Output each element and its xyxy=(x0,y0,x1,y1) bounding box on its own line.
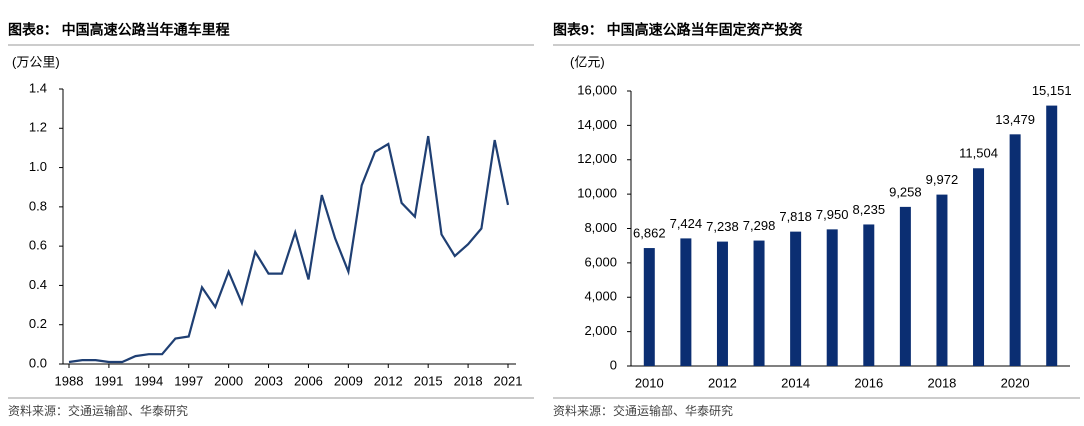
y-tick-label: 0.8 xyxy=(29,198,47,213)
bar xyxy=(643,248,655,366)
x-tick-label: 1994 xyxy=(134,373,163,388)
x-tick-label: 2015 xyxy=(414,373,443,388)
value-label: 13,479 xyxy=(995,112,1035,127)
y-tick-label: 1.2 xyxy=(29,120,47,135)
x-tick-label: 2018 xyxy=(454,373,483,388)
bar xyxy=(716,241,728,366)
bar xyxy=(863,224,875,366)
bar xyxy=(899,206,911,366)
value-label: 6,862 xyxy=(633,225,666,240)
source: 资料来源：交通运输部、华泰研究 xyxy=(553,403,733,418)
bar xyxy=(936,194,948,366)
chart-title: 图表9： 中国高速公路当年固定资产投资 xyxy=(553,22,803,38)
value-label: 11,504 xyxy=(959,146,998,161)
bar xyxy=(680,238,692,366)
bar xyxy=(790,231,802,366)
x-tick-label: 1991 xyxy=(94,373,123,388)
bar xyxy=(1009,134,1021,366)
value-label: 7,818 xyxy=(779,209,812,224)
y-axis-label: (万公里) xyxy=(12,54,60,69)
x-tick-label: 2018 xyxy=(927,375,956,390)
x-tick-label: 2000 xyxy=(214,373,243,388)
value-label: 7,298 xyxy=(743,218,776,233)
source: 资料来源：交通运输部、华泰研究 xyxy=(8,403,188,418)
value-label: 15,151 xyxy=(1032,83,1072,98)
x-tick-label: 2010 xyxy=(635,375,664,390)
y-tick-label: 1.4 xyxy=(29,80,47,95)
bar xyxy=(753,240,765,366)
y-tick-label: 0.6 xyxy=(29,238,47,253)
y-tick-label: 0 xyxy=(610,357,617,372)
y-tick-label: 14,000 xyxy=(577,117,617,132)
x-tick-label: 1997 xyxy=(174,373,203,388)
y-tick-label: 1.0 xyxy=(29,159,47,174)
y-tick-label: 2,000 xyxy=(584,323,617,338)
bar xyxy=(1046,105,1058,366)
x-tick-label: 2012 xyxy=(374,373,403,388)
value-label: 9,258 xyxy=(889,184,922,199)
y-axis-label: (亿元) xyxy=(570,54,605,69)
y-tick-label: 0.0 xyxy=(29,355,47,370)
value-label: 7,950 xyxy=(816,207,849,222)
x-tick-label: 2016 xyxy=(854,375,883,390)
bar xyxy=(826,229,838,366)
x-tick-label: 2003 xyxy=(254,373,283,388)
chart-title: 图表8： 中国高速公路当年通车里程 xyxy=(8,22,230,38)
y-tick-label: 16,000 xyxy=(577,82,617,97)
x-tick-label: 2006 xyxy=(294,373,323,388)
value-label: 7,238 xyxy=(706,219,739,234)
value-label: 7,424 xyxy=(670,216,703,231)
y-tick-label: 0.2 xyxy=(29,316,47,331)
x-tick-label: 2020 xyxy=(1001,375,1030,390)
x-tick-label: 2009 xyxy=(334,373,363,388)
y-tick-label: 12,000 xyxy=(577,151,617,166)
y-tick-label: 4,000 xyxy=(584,289,617,304)
x-tick-label: 2021 xyxy=(494,373,523,388)
y-tick-label: 0.4 xyxy=(29,277,47,292)
y-tick-label: 8,000 xyxy=(584,220,617,235)
bar xyxy=(973,168,985,366)
x-tick-label: 1988 xyxy=(55,373,84,388)
x-tick-label: 2012 xyxy=(708,375,737,390)
line xyxy=(68,135,510,364)
x-tick-label: 2014 xyxy=(781,375,810,390)
y-tick-label: 6,000 xyxy=(584,254,617,269)
y-tick-label: 10,000 xyxy=(577,186,617,201)
value-label: 9,972 xyxy=(926,172,959,187)
value-label: 8,235 xyxy=(853,202,886,217)
